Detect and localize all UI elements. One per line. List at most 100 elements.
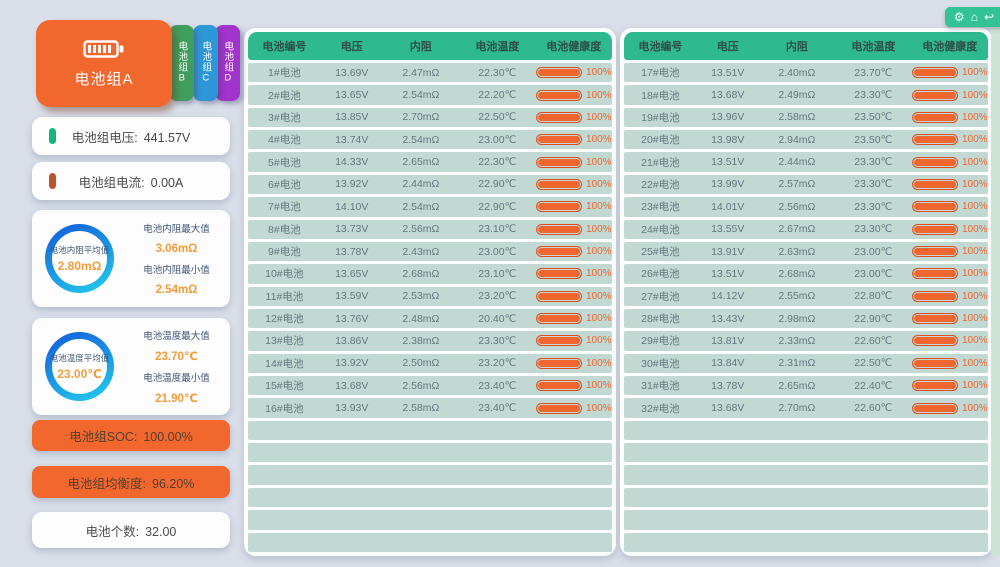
- resistance-gauge-card: 电池内阻平均值 2.80mΩ 电池内阻最大值 3.06mΩ 电池内阻最小值 2.…: [32, 210, 230, 307]
- resistance-gauge-ring: 电池内阻平均值 2.80mΩ: [45, 224, 114, 293]
- health-percent: 100%: [961, 156, 988, 168]
- health-bar-fill: [537, 315, 580, 323]
- battery-row: 30#电池 13.84V 2.31mΩ 22.50℃ 100%: [624, 353, 988, 374]
- battery-row: 17#电池 13.51V 2.40mΩ 23.70℃ 100%: [624, 63, 988, 83]
- voltage-indicator-icon: [49, 128, 56, 144]
- health-bar: [911, 402, 958, 414]
- column-header: 电池编号: [262, 41, 307, 53]
- column-header: 内阻: [409, 41, 432, 53]
- health-bar-fill: [913, 203, 956, 211]
- cell-battery-id: 2#电池: [268, 89, 301, 102]
- battery-row: 7#电池 14.10V 2.54mΩ 22.90℃ 100%: [248, 197, 612, 217]
- empty-row: [624, 487, 988, 508]
- cell-battery-id: 7#电池: [268, 201, 301, 214]
- health-bar-fill: [913, 225, 956, 233]
- cell-health: 100%: [535, 111, 612, 123]
- undo-icon[interactable]: ↩: [983, 10, 994, 24]
- cell-temperature: 22.90℃: [478, 178, 517, 191]
- cell-temperature: 22.50℃: [478, 111, 517, 124]
- home-icon[interactable]: ⌂: [970, 10, 978, 24]
- health-percent: 100%: [585, 357, 612, 369]
- cell-health: 100%: [911, 313, 988, 325]
- temperature-max-label: 电池温度最大值: [143, 331, 210, 343]
- temperature-avg-value: 23.00℃: [57, 367, 102, 381]
- tab-battery-group-d[interactable]: 电池组D: [215, 25, 240, 101]
- battery-table-left: 电池编号 电压 内阻 电池温度 电池健康度 1#电池 13.69V 2.47mΩ 22.30℃…: [244, 28, 616, 556]
- health-percent: 100%: [585, 67, 612, 79]
- cell-resistance: 2.48mΩ: [402, 312, 440, 325]
- cell-battery-id: 20#电池: [641, 134, 680, 147]
- cell-resistance: 2.31mΩ: [778, 357, 816, 370]
- health-percent: 100%: [961, 246, 988, 258]
- health-percent: 100%: [585, 178, 612, 190]
- cell-temperature: 23.00℃: [478, 133, 517, 146]
- cell-resistance: 2.38mΩ: [402, 334, 440, 347]
- health-percent: 100%: [961, 313, 988, 325]
- health-percent: 100%: [585, 335, 612, 347]
- cell-battery-id: 30#电池: [641, 357, 680, 370]
- health-bar: [535, 290, 582, 302]
- empty-row: [248, 443, 612, 463]
- cell-voltage: 13.51V: [711, 66, 745, 79]
- health-bar: [911, 290, 958, 302]
- health-bar-fill: [537, 270, 580, 278]
- cell-battery-id: 3#电池: [268, 111, 301, 124]
- cell-battery-id: 28#电池: [641, 313, 680, 326]
- health-percent: 100%: [961, 357, 988, 369]
- cell-health: 100%: [911, 246, 988, 258]
- cell-health: 100%: [911, 290, 988, 302]
- health-bar: [535, 89, 582, 101]
- cell-battery-id: 16#电池: [265, 402, 304, 415]
- cell-health: 100%: [535, 380, 612, 392]
- cell-resistance: 2.65mΩ: [778, 379, 816, 392]
- health-bar-fill: [537, 113, 580, 121]
- pack-soc-text: 电池组SOC: 100.00%: [69, 426, 192, 445]
- battery-row: 11#电池 13.59V 2.53mΩ 23.20℃ 100%: [248, 286, 612, 306]
- temperature-min-value: 21.90℃: [155, 392, 198, 405]
- cell-voltage: 13.51V: [711, 156, 745, 169]
- group-d-label: 电池组D: [222, 41, 234, 85]
- health-percent: 100%: [961, 89, 988, 101]
- cell-resistance: 2.56mΩ: [402, 223, 440, 236]
- health-bar-fill: [537, 203, 580, 211]
- empty-row: [624, 532, 988, 552]
- cell-resistance: 2.50mΩ: [402, 357, 440, 370]
- health-bar: [911, 335, 958, 347]
- health-bar: [535, 156, 582, 168]
- cell-health: 100%: [911, 357, 988, 369]
- health-bar: [535, 67, 582, 79]
- battery-row: 27#电池 14.12V 2.55mΩ 22.80℃ 100%: [624, 286, 988, 306]
- health-percent: 100%: [961, 111, 988, 123]
- cell-battery-id: 31#电池: [641, 380, 680, 393]
- cell-voltage: 13.93V: [335, 402, 369, 415]
- cell-battery-id: 6#电池: [268, 178, 301, 191]
- battery-row: 9#电池 13.78V 2.43mΩ 23.00℃ 100%: [248, 241, 612, 262]
- battery-row: 25#电池 13.91V 2.63mΩ 23.00℃ 100%: [624, 241, 988, 262]
- battery-row: 24#电池 13.55V 2.67mΩ 23.30℃ 100%: [624, 219, 988, 239]
- battery-row: 12#电池 13.76V 2.48mΩ 20.40℃ 100%: [248, 308, 612, 329]
- tab-battery-group-b[interactable]: 电池组B: [169, 25, 194, 101]
- gear-icon[interactable]: ⚙: [953, 10, 965, 24]
- tab-battery-group-c[interactable]: 电池组C: [193, 25, 218, 101]
- cell-voltage: 13.74V: [335, 133, 369, 146]
- cell-resistance: 2.40mΩ: [778, 66, 816, 79]
- current-indicator-icon: [49, 173, 56, 189]
- cell-temperature: 23.50℃: [854, 111, 893, 124]
- health-bar: [535, 335, 582, 347]
- cell-battery-id: 27#电池: [641, 290, 680, 303]
- cell-temperature: 23.40℃: [478, 379, 517, 392]
- cell-temperature: 20.40℃: [478, 312, 517, 325]
- cell-resistance: 2.33mΩ: [778, 334, 816, 347]
- health-bar-fill: [913, 315, 956, 323]
- cell-resistance: 2.65mΩ: [402, 156, 440, 169]
- cell-battery-id: 1#电池: [268, 67, 301, 80]
- health-percent: 100%: [961, 178, 988, 190]
- health-percent: 100%: [585, 201, 612, 213]
- health-bar-fill: [913, 248, 956, 256]
- cell-temperature: 22.30℃: [478, 66, 517, 79]
- battery-row: 16#电池 13.93V 2.58mΩ 23.40℃ 100%: [248, 398, 612, 418]
- health-bar-fill: [913, 382, 956, 390]
- tab-battery-group-a[interactable]: 电池组A: [36, 20, 172, 107]
- cell-temperature: 23.40℃: [478, 402, 517, 415]
- cell-voltage: 14.12V: [711, 290, 745, 303]
